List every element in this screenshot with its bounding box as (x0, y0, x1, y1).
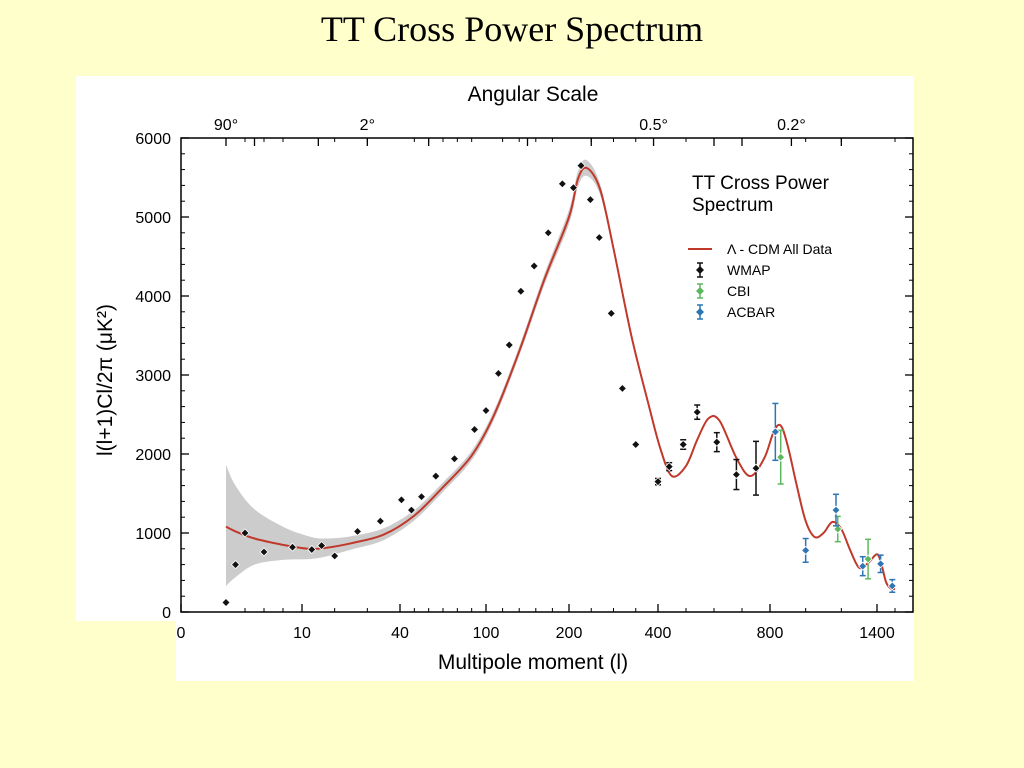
y-tick-label: 5000 (135, 210, 171, 227)
data-point (529, 261, 539, 271)
data-point (317, 541, 327, 551)
data-point (431, 471, 441, 481)
top-tick-label: 0.5° (639, 117, 668, 134)
data-point (776, 452, 786, 462)
data-point (887, 581, 897, 591)
model-curve (225, 166, 896, 591)
data-point (307, 545, 317, 555)
legend-marker (696, 308, 704, 316)
data-point (576, 161, 586, 171)
data-point (240, 528, 250, 538)
legend-label: ACBAR (727, 304, 775, 320)
data-point (504, 340, 514, 350)
slide-title: TT Cross Power Spectrum (320, 9, 704, 49)
data-point (481, 405, 491, 416)
legend-marker (696, 266, 704, 274)
data-point (653, 477, 663, 487)
data-point (221, 597, 231, 608)
data-point (712, 437, 722, 447)
chart-panel-bottom (176, 621, 914, 681)
error-band (226, 159, 614, 586)
data-point (449, 454, 460, 464)
data-point (831, 505, 841, 515)
x-tick-label: 10 (293, 625, 311, 642)
data-point (396, 495, 406, 505)
y-axis-label: l(l+1)Cl/2π (μK²) (94, 304, 117, 456)
y-tick-label: 3000 (135, 368, 171, 385)
x-tick-label: 400 (645, 625, 672, 642)
legend-label: Λ - CDM All Data (727, 241, 832, 257)
top-tick-label: 0.2° (777, 117, 806, 134)
top-tick-label: 2° (360, 117, 375, 134)
y-tick-label: 2000 (135, 447, 171, 464)
data-point (833, 524, 843, 534)
data-point (287, 542, 298, 552)
data-point (692, 407, 702, 417)
y-tick-label: 4000 (135, 289, 171, 306)
data-point (751, 463, 761, 473)
data-point (606, 308, 616, 318)
x-tick-label: 800 (757, 625, 784, 642)
legend-marker (696, 287, 704, 295)
data-point (375, 516, 385, 526)
legend-item: ACBAR (696, 304, 775, 320)
y-tick-label: 1000 (135, 526, 171, 543)
top-axis-label: Angular Scale (468, 83, 599, 106)
data-point (330, 551, 340, 561)
series-wmap (221, 161, 761, 608)
x-tick-label: 100 (473, 625, 500, 642)
x-axis-label: Multipole moment (l) (438, 651, 628, 674)
data-point (230, 560, 241, 570)
data-point (469, 424, 480, 435)
chart-panel-top (76, 76, 914, 621)
x-tick-label: 200 (556, 625, 583, 642)
x-tick-label: 0 (177, 625, 186, 642)
data-point (876, 559, 886, 569)
legend-title-line: TT Cross Power (692, 173, 830, 194)
legend-item: Λ - CDM All Data (688, 241, 832, 257)
y-tick-label: 6000 (135, 131, 171, 148)
data-point (594, 232, 604, 243)
data-point (631, 439, 641, 450)
x-tick-label: 40 (391, 625, 409, 642)
data-point (406, 505, 417, 515)
data-point (770, 427, 780, 437)
data-point (858, 561, 868, 571)
data-point (493, 368, 504, 378)
data-point (352, 526, 363, 536)
series-acbar (770, 402, 897, 593)
data-point (863, 554, 873, 564)
x-tick-label: 1400 (859, 625, 895, 642)
data-point (568, 183, 579, 193)
data-point (617, 383, 627, 393)
data-point (664, 462, 674, 472)
data-point (585, 195, 595, 205)
data-point (543, 228, 553, 238)
data-point (516, 286, 526, 296)
data-point (416, 492, 427, 502)
y-tick-label: 0 (162, 605, 171, 622)
legend-label: WMAP (727, 262, 771, 278)
data-point (678, 439, 688, 450)
data-point (259, 547, 269, 557)
legend-title-line: Spectrum (692, 195, 773, 216)
legend-item: WMAP (696, 262, 771, 278)
data-point (801, 545, 811, 555)
legend-item: CBI (696, 283, 750, 299)
data-point (731, 469, 741, 480)
legend-label: CBI (727, 283, 750, 299)
top-tick-label: 90° (214, 117, 238, 134)
data-point (557, 179, 567, 189)
legend-title: TT Cross Power Spectrum (692, 173, 830, 216)
